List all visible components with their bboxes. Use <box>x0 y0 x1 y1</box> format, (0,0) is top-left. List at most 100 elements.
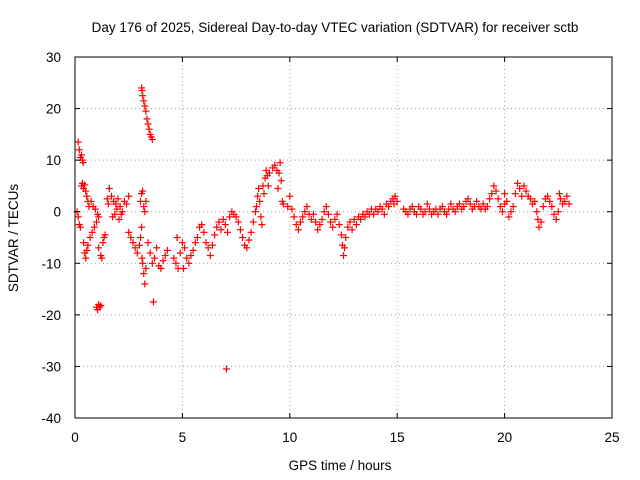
x-tick-label: 0 <box>71 430 79 445</box>
data-point <box>149 298 157 306</box>
data-point <box>447 200 455 208</box>
data-point <box>142 107 150 115</box>
data-point <box>144 239 152 247</box>
data-points <box>73 84 573 373</box>
data-point <box>550 210 558 218</box>
data-point <box>161 252 169 260</box>
data-point <box>385 203 393 211</box>
data-point <box>103 195 111 203</box>
data-point <box>288 205 296 213</box>
y-tick-label: -40 <box>41 411 61 426</box>
data-point <box>350 215 358 223</box>
data-point <box>316 221 324 229</box>
data-point <box>301 208 309 216</box>
data-point <box>460 203 468 211</box>
data-point <box>539 203 547 211</box>
data-point <box>421 208 429 216</box>
data-point <box>208 241 216 249</box>
data-point <box>138 87 146 95</box>
data-point <box>505 213 513 221</box>
data-point <box>163 246 171 254</box>
data-point <box>254 192 262 200</box>
data-point <box>548 203 556 211</box>
data-point <box>142 197 150 205</box>
data-point <box>501 190 509 198</box>
data-point <box>96 303 104 311</box>
data-point <box>133 249 141 257</box>
data-point <box>320 208 328 216</box>
data-point <box>226 213 234 221</box>
data-point <box>114 195 122 203</box>
data-point <box>423 200 431 208</box>
data-point <box>138 254 146 262</box>
data-point <box>303 203 311 211</box>
data-point <box>348 226 356 234</box>
data-point <box>74 213 82 221</box>
data-point <box>344 223 352 231</box>
data-point <box>324 210 332 218</box>
data-point <box>148 259 156 267</box>
y-axis-ticks: 30 20 10 0 -10 -20 -30 -40 <box>41 50 612 426</box>
data-point <box>117 210 125 218</box>
data-point <box>554 208 562 216</box>
data-point <box>97 302 105 310</box>
data-point <box>329 223 337 231</box>
data-point <box>123 200 131 208</box>
data-point <box>494 195 502 203</box>
data-point <box>98 254 106 262</box>
data-point <box>77 151 85 159</box>
data-point <box>498 208 506 216</box>
data-point <box>492 187 500 195</box>
data-point <box>84 241 92 249</box>
data-point <box>425 205 433 213</box>
data-point <box>509 203 517 211</box>
data-point <box>141 102 149 110</box>
data-point <box>533 208 541 216</box>
data-point <box>83 246 91 254</box>
data-point <box>245 236 253 244</box>
y-tick-label: 0 <box>53 205 61 220</box>
data-point <box>143 115 151 123</box>
x-tick-label: 15 <box>390 430 405 445</box>
data-point <box>74 138 82 146</box>
data-point <box>135 241 143 249</box>
data-point <box>346 218 354 226</box>
data-point <box>374 208 382 216</box>
data-point <box>555 190 563 198</box>
data-point <box>137 234 145 241</box>
data-point <box>243 244 251 252</box>
data-point <box>157 264 165 272</box>
data-point <box>82 254 90 262</box>
data-point <box>434 210 442 218</box>
data-point <box>438 203 446 211</box>
data-point <box>522 187 530 195</box>
y-axis-label: SDTVAR / TECUs <box>6 184 21 293</box>
data-point <box>125 192 133 200</box>
data-point <box>309 210 317 218</box>
data-point <box>335 221 343 229</box>
data-point <box>314 226 322 234</box>
data-point <box>146 249 154 257</box>
data-point <box>125 228 133 236</box>
data-point <box>139 259 147 267</box>
data-point <box>251 208 259 216</box>
data-point <box>75 146 83 154</box>
data-point <box>318 215 326 223</box>
data-point <box>331 215 339 223</box>
data-point <box>537 218 545 226</box>
x-tick-label: 25 <box>604 430 619 445</box>
data-point <box>170 254 178 262</box>
y-tick-label: -20 <box>41 308 61 323</box>
data-point <box>104 200 112 208</box>
data-point <box>284 203 292 211</box>
y-tick-label: 10 <box>46 153 61 168</box>
data-point <box>202 239 210 247</box>
data-point <box>191 239 199 247</box>
x-axis-ticks: 0 5 10 15 20 25 <box>71 57 620 445</box>
data-point <box>274 185 282 193</box>
data-point <box>141 280 149 288</box>
data-point <box>466 200 474 208</box>
data-point <box>115 215 123 223</box>
data-point <box>413 210 421 218</box>
